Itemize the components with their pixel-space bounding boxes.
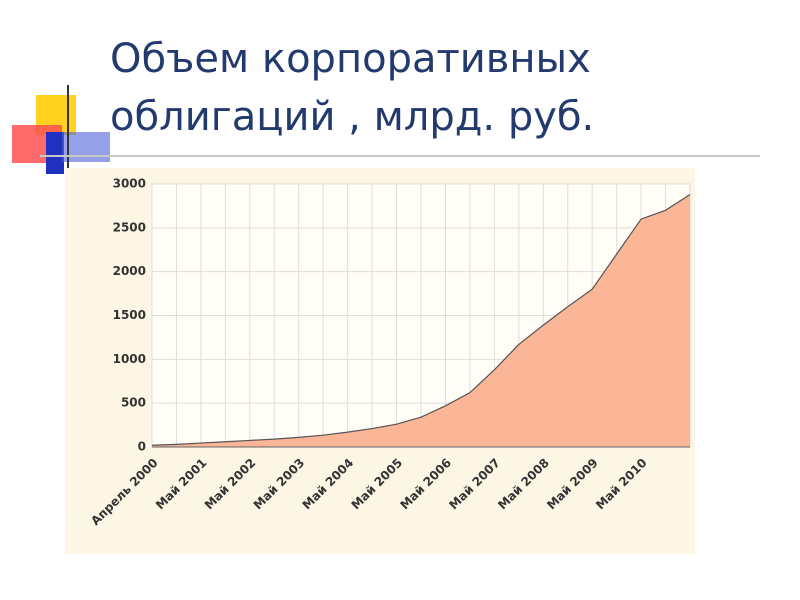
area: [152, 194, 690, 447]
y-tick-label: 2500: [113, 220, 146, 234]
y-tick-label: 1000: [113, 352, 146, 366]
deco-square: [62, 132, 110, 162]
area-line: [151, 194, 691, 446]
y-tick-label: 2000: [113, 264, 146, 278]
deco-square: [46, 132, 64, 174]
y-tick-label: 3000: [113, 177, 146, 191]
y-tick-label: 500: [121, 396, 146, 410]
title-line: Объем корпоративных: [110, 36, 591, 82]
y-tick-label: 0: [138, 440, 146, 454]
y-tick-label: 1500: [113, 308, 146, 322]
title-line: облигаций , млрд. руб.: [110, 94, 594, 140]
